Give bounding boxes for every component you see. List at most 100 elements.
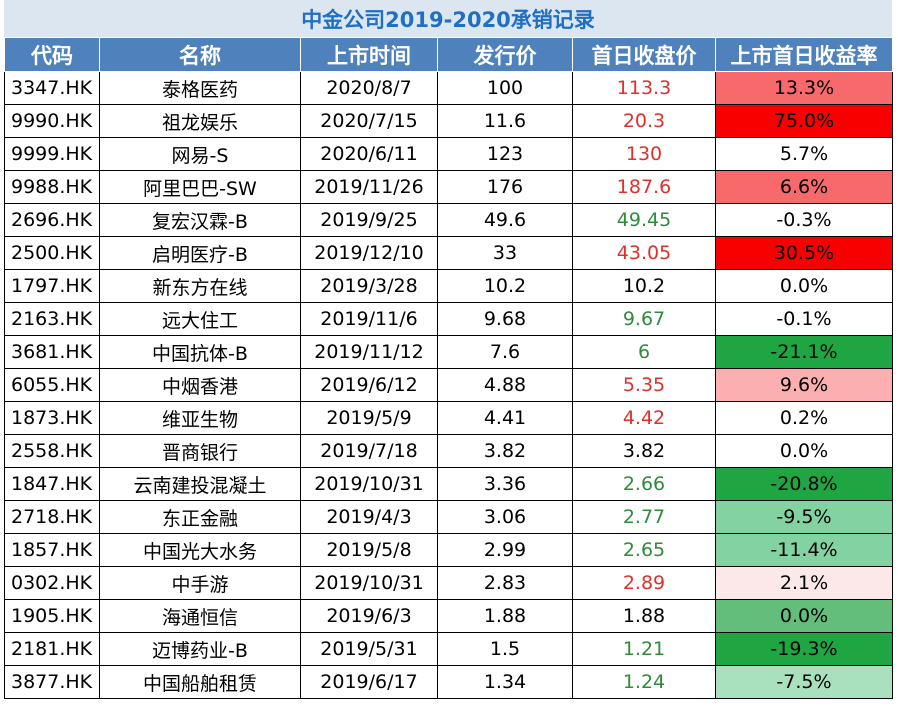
cell-code[interactable]: 0302.HK [4, 566, 100, 600]
cell-first-day-close[interactable]: 4.42 [572, 401, 716, 435]
cell-issue-price[interactable]: 176 [437, 170, 573, 204]
cell-first-day-close[interactable]: 1.88 [572, 599, 716, 633]
cell-listing-date[interactable]: 2019/9/25 [300, 203, 438, 237]
cell-first-day-return[interactable]: 13.3% [715, 71, 893, 105]
cell-listing-date[interactable]: 2019/5/8 [300, 533, 438, 567]
cell-name[interactable]: 中手游 [99, 566, 301, 600]
cell-issue-price[interactable]: 1.88 [437, 599, 573, 633]
cell-listing-date[interactable]: 2020/7/15 [300, 104, 438, 138]
cell-first-day-close[interactable]: 2.77 [572, 500, 716, 534]
cell-listing-date[interactable]: 2019/3/28 [300, 269, 438, 303]
cell-code[interactable]: 1847.HK [4, 467, 100, 501]
cell-first-day-close[interactable]: 3.82 [572, 434, 716, 468]
cell-first-day-return[interactable]: -0.1% [715, 302, 893, 336]
header-code[interactable]: 代码 [4, 37, 100, 72]
cell-first-day-return[interactable]: -19.3% [715, 632, 893, 666]
cell-first-day-return[interactable]: -11.4% [715, 533, 893, 567]
cell-first-day-return[interactable]: -9.5% [715, 500, 893, 534]
cell-issue-price[interactable]: 4.88 [437, 368, 573, 402]
cell-code[interactable]: 3347.HK [4, 71, 100, 105]
cell-name[interactable]: 泰格医药 [99, 71, 301, 105]
cell-code[interactable]: 9988.HK [4, 170, 100, 204]
header-issue-price[interactable]: 发行价 [437, 37, 573, 72]
cell-issue-price[interactable]: 49.6 [437, 203, 573, 237]
cell-issue-price[interactable]: 123 [437, 137, 573, 171]
cell-code[interactable]: 9990.HK [4, 104, 100, 138]
cell-name[interactable]: 祖龙娱乐 [99, 104, 301, 138]
cell-issue-price[interactable]: 2.99 [437, 533, 573, 567]
cell-first-day-close[interactable]: 113.3 [572, 71, 716, 105]
cell-code[interactable]: 2696.HK [4, 203, 100, 237]
cell-name[interactable]: 网易-S [99, 137, 301, 171]
cell-issue-price[interactable]: 7.6 [437, 335, 573, 369]
cell-code[interactable]: 2163.HK [4, 302, 100, 336]
cell-code[interactable]: 2181.HK [4, 632, 100, 666]
cell-name[interactable]: 中国光大水务 [99, 533, 301, 567]
cell-name[interactable]: 中国船舶租赁 [99, 665, 301, 699]
cell-listing-date[interactable]: 2019/6/17 [300, 665, 438, 699]
cell-first-day-close[interactable]: 130 [572, 137, 716, 171]
cell-listing-date[interactable]: 2019/5/31 [300, 632, 438, 666]
cell-listing-date[interactable]: 2019/6/3 [300, 599, 438, 633]
cell-code[interactable]: 3681.HK [4, 335, 100, 369]
cell-listing-date[interactable]: 2019/10/31 [300, 566, 438, 600]
header-first-day-close[interactable]: 首日收盘价 [572, 37, 716, 72]
header-name[interactable]: 名称 [99, 37, 301, 72]
cell-issue-price[interactable]: 3.06 [437, 500, 573, 534]
cell-name[interactable]: 启明医疗-B [99, 236, 301, 270]
cell-listing-date[interactable]: 2019/7/18 [300, 434, 438, 468]
cell-first-day-return[interactable]: 2.1% [715, 566, 893, 600]
cell-first-day-close[interactable]: 6 [572, 335, 716, 369]
cell-name[interactable]: 阿里巴巴-SW [99, 170, 301, 204]
cell-listing-date[interactable]: 2019/12/10 [300, 236, 438, 270]
cell-issue-price[interactable]: 9.68 [437, 302, 573, 336]
cell-name[interactable]: 维亚生物 [99, 401, 301, 435]
cell-listing-date[interactable]: 2019/11/26 [300, 170, 438, 204]
cell-first-day-close[interactable]: 2.66 [572, 467, 716, 501]
cell-name[interactable]: 复宏汉霖-B [99, 203, 301, 237]
cell-listing-date[interactable]: 2020/8/7 [300, 71, 438, 105]
cell-issue-price[interactable]: 1.5 [437, 632, 573, 666]
cell-name[interactable]: 海通恒信 [99, 599, 301, 633]
cell-listing-date[interactable]: 2019/10/31 [300, 467, 438, 501]
cell-first-day-close[interactable]: 9.67 [572, 302, 716, 336]
cell-code[interactable]: 2718.HK [4, 500, 100, 534]
cell-listing-date[interactable]: 2019/5/9 [300, 401, 438, 435]
cell-first-day-return[interactable]: 0.0% [715, 599, 893, 633]
cell-first-day-return[interactable]: 30.5% [715, 236, 893, 270]
cell-listing-date[interactable]: 2020/6/11 [300, 137, 438, 171]
cell-issue-price[interactable]: 1.34 [437, 665, 573, 699]
cell-code[interactable]: 1905.HK [4, 599, 100, 633]
cell-issue-price[interactable]: 33 [437, 236, 573, 270]
cell-code[interactable]: 9999.HK [4, 137, 100, 171]
cell-first-day-close[interactable]: 49.45 [572, 203, 716, 237]
cell-issue-price[interactable]: 10.2 [437, 269, 573, 303]
cell-first-day-return[interactable]: -21.1% [715, 335, 893, 369]
cell-name[interactable]: 新东方在线 [99, 269, 301, 303]
cell-first-day-return[interactable]: -7.5% [715, 665, 893, 699]
cell-name[interactable]: 东正金融 [99, 500, 301, 534]
cell-first-day-return[interactable]: 6.6% [715, 170, 893, 204]
header-listing-date[interactable]: 上市时间 [300, 37, 438, 72]
cell-name[interactable]: 云南建投混凝土 [99, 467, 301, 501]
cell-first-day-return[interactable]: 9.6% [715, 368, 893, 402]
cell-name[interactable]: 中国抗体-B [99, 335, 301, 369]
cell-first-day-return[interactable]: 0.0% [715, 269, 893, 303]
cell-first-day-close[interactable]: 10.2 [572, 269, 716, 303]
cell-issue-price[interactable]: 100 [437, 71, 573, 105]
cell-issue-price[interactable]: 4.41 [437, 401, 573, 435]
cell-listing-date[interactable]: 2019/4/3 [300, 500, 438, 534]
cell-first-day-close[interactable]: 43.05 [572, 236, 716, 270]
cell-code[interactable]: 1797.HK [4, 269, 100, 303]
cell-first-day-close[interactable]: 2.65 [572, 533, 716, 567]
cell-code[interactable]: 3877.HK [4, 665, 100, 699]
cell-listing-date[interactable]: 2019/11/12 [300, 335, 438, 369]
cell-code[interactable]: 2500.HK [4, 236, 100, 270]
cell-first-day-close[interactable]: 1.24 [572, 665, 716, 699]
cell-first-day-return[interactable]: 0.2% [715, 401, 893, 435]
cell-first-day-return[interactable]: -20.8% [715, 467, 893, 501]
cell-first-day-close[interactable]: 20.3 [572, 104, 716, 138]
cell-issue-price[interactable]: 3.36 [437, 467, 573, 501]
cell-name[interactable]: 晋商银行 [99, 434, 301, 468]
cell-first-day-return[interactable]: -0.3% [715, 203, 893, 237]
